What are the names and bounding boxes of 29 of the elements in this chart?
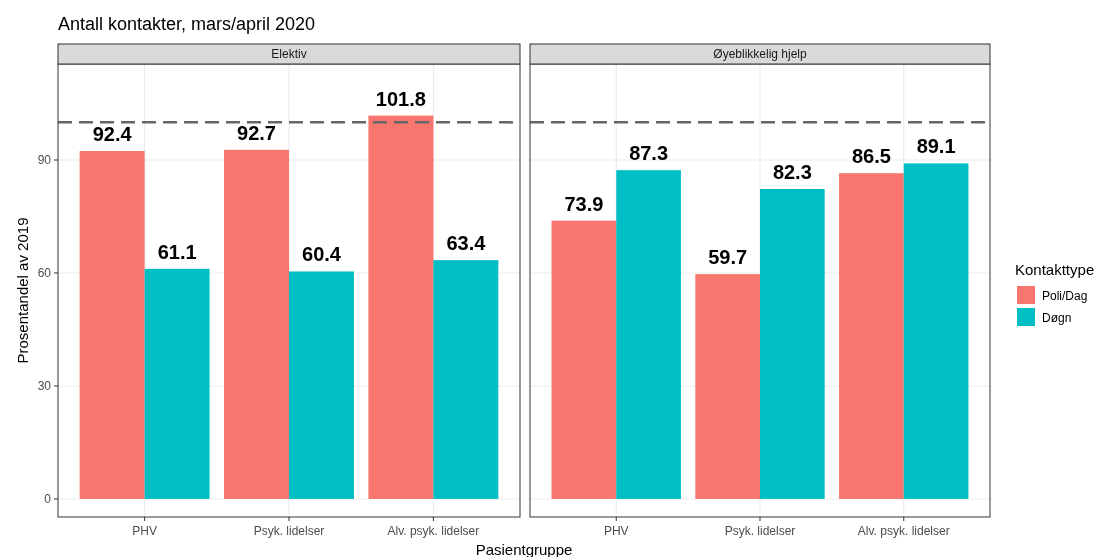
chart-title: Antall kontakter, mars/april 2020 — [58, 14, 316, 34]
data-label: 59.7 — [708, 246, 748, 269]
legend-label: Poli/Dag — [1042, 289, 1088, 303]
chart-subtitle: Elektiv — [271, 47, 307, 61]
chart-subtitle: Øyeblikkelig hjelp — [713, 47, 808, 61]
data-label: 86.5 — [851, 145, 891, 168]
data-label: 82.3 — [772, 161, 812, 184]
x-tick-label: PHV — [132, 524, 157, 538]
x-tick-label: Psyk. lidelser — [724, 524, 796, 538]
legend-title: Kontakttype — [1015, 261, 1095, 278]
x-tick-label: Alv. psyk. lidelser — [857, 524, 950, 538]
data-label: 92.7 — [237, 121, 276, 144]
data-label: 87.3 — [629, 142, 669, 165]
x-tick-label: Psyk. lidelser — [253, 524, 325, 538]
legend-label: Døgn — [1042, 311, 1072, 325]
y-tick-label: 60 — [37, 265, 52, 280]
data-label: 101.8 — [375, 87, 426, 110]
data-label: 61.1 — [157, 240, 197, 263]
data-label: 92.4 — [92, 122, 133, 145]
data-label: 60.4 — [302, 243, 342, 266]
data-label: 73.9 — [564, 192, 604, 215]
y-tick-label: 30 — [37, 378, 52, 393]
data-label: 63.4 — [446, 232, 487, 255]
data-label: 89.1 — [916, 135, 956, 158]
y-tick-label: 90 — [37, 153, 52, 168]
y-tick-label: 0 — [44, 491, 52, 506]
x-tick-label: PHV — [603, 524, 629, 538]
x-tick-label: Alv. psyk. lidelser — [387, 524, 480, 538]
y-axis-title: Prosentandel av 2019 — [14, 217, 31, 364]
